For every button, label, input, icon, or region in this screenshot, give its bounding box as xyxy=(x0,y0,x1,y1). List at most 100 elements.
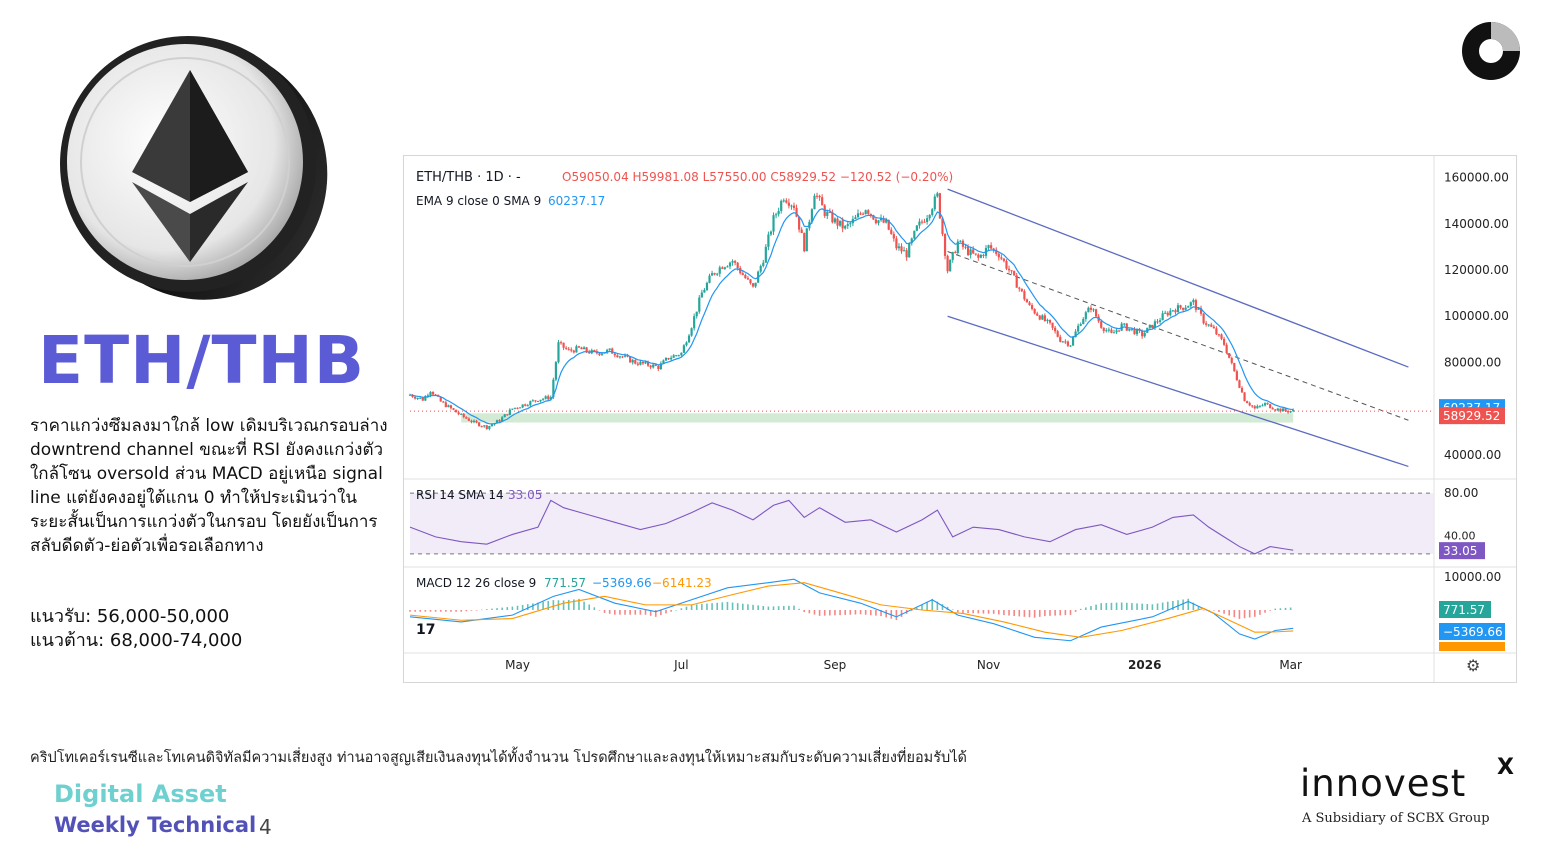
candle-body xyxy=(936,193,939,197)
candle-body xyxy=(1271,408,1274,410)
candle-body xyxy=(728,262,732,267)
candle-body xyxy=(1038,315,1041,320)
candle-body xyxy=(877,220,880,224)
macd-histogram-bar xyxy=(982,610,985,614)
candle-body xyxy=(1123,323,1126,325)
macd-histogram-bar xyxy=(987,610,990,614)
candle-body xyxy=(626,355,629,357)
candle-body xyxy=(416,397,419,399)
candle-body xyxy=(1128,328,1131,331)
macd-histogram-bar xyxy=(1120,602,1123,610)
candle-body xyxy=(565,347,568,349)
candle-body xyxy=(920,221,924,223)
candle-body xyxy=(1253,406,1256,409)
macd-histogram-bar xyxy=(1223,610,1225,614)
candle-body xyxy=(821,197,824,206)
x-tick-label: Sep xyxy=(824,658,847,672)
symbol-label: ETH/THB · 1D · - xyxy=(416,170,521,185)
macd-histogram-bar xyxy=(680,608,683,610)
macd-histogram-bar xyxy=(450,610,452,612)
candle-body xyxy=(470,420,473,423)
candle-body xyxy=(803,233,806,252)
candle-body xyxy=(1074,331,1077,338)
candle-body xyxy=(516,407,519,409)
candle-body xyxy=(449,405,453,409)
candle-body xyxy=(734,261,737,263)
candle-body xyxy=(872,214,875,220)
candle-body xyxy=(606,349,609,353)
chart-canvas[interactable]: 160000.00 140000.00 120000.00 100000.00 8000… xyxy=(404,156,1516,682)
candle-body xyxy=(421,397,424,401)
candle-body xyxy=(854,217,857,220)
macd-histogram-bar xyxy=(1284,607,1287,610)
candle-body xyxy=(723,267,726,269)
macd-histogram-bar xyxy=(706,603,708,610)
macd-histogram-bar xyxy=(624,610,626,615)
ema-legend-value: 60237.17 xyxy=(548,194,605,208)
candle-body xyxy=(480,426,483,428)
candle-body xyxy=(1002,258,1006,261)
macd-histogram-bar xyxy=(1202,610,1205,611)
candle-body xyxy=(1015,275,1018,288)
macd-histogram-bar xyxy=(1182,599,1184,610)
candle-body xyxy=(524,404,527,406)
candle-body xyxy=(918,221,921,226)
candle-body xyxy=(1202,313,1205,324)
macd-histogram-bar xyxy=(526,604,529,610)
candle-body xyxy=(813,195,816,210)
candle-body xyxy=(915,225,918,231)
macd-histogram-bar xyxy=(429,610,432,612)
y-tick-label: 120000.00 xyxy=(1444,263,1509,277)
macd-histogram-bar xyxy=(859,610,862,615)
candle-body xyxy=(644,361,647,364)
candle-body xyxy=(1010,270,1013,272)
x-tick-label: Mar xyxy=(1279,658,1302,672)
candle-body xyxy=(1243,392,1246,402)
candle-body xyxy=(1164,312,1167,314)
candle-body xyxy=(828,211,831,213)
candle-body xyxy=(562,342,565,348)
macd-histogram-bar xyxy=(460,610,462,612)
rsi-band xyxy=(410,493,1434,554)
macd-histogram-bar xyxy=(1059,610,1062,616)
macd-histogram-bar xyxy=(782,605,785,610)
candle-body xyxy=(708,275,711,283)
macd-histogram-bar xyxy=(501,607,503,610)
macd-histogram-bar xyxy=(1238,610,1241,619)
candle-body xyxy=(890,229,893,235)
candle-body xyxy=(1228,353,1231,358)
candle-body xyxy=(841,220,844,229)
candle-body xyxy=(1197,308,1200,310)
macd-histogram-bar xyxy=(1064,610,1067,616)
candle-body xyxy=(795,207,798,217)
macd-histogram-bar xyxy=(1126,602,1128,610)
macd-histogram-bar xyxy=(654,610,657,617)
candle-body xyxy=(926,218,929,222)
candle-body xyxy=(608,348,611,350)
macd-histogram-bar xyxy=(562,600,565,610)
candle-body xyxy=(1235,371,1238,381)
candle-body xyxy=(1143,332,1146,337)
candle-body xyxy=(1018,287,1021,289)
candle-body xyxy=(483,425,486,427)
macd-histogram-bar xyxy=(1074,610,1077,612)
channel-mid-line xyxy=(947,251,1409,421)
candle-body xyxy=(959,240,962,242)
candle-body xyxy=(1110,329,1113,333)
macd-histogram-bar xyxy=(409,610,411,612)
macd-histogram-bar xyxy=(1049,610,1051,616)
candle-body xyxy=(818,195,821,198)
price-chart[interactable]: 160000.00 140000.00 120000.00 100000.00 8000… xyxy=(403,155,1517,683)
candle-body xyxy=(1205,323,1208,325)
macd-histogram-bar xyxy=(701,604,703,610)
candle-body xyxy=(1094,309,1098,317)
channel-lower-line xyxy=(947,315,1409,468)
candle-body xyxy=(611,348,614,354)
macd-histogram-bar xyxy=(875,610,877,616)
macd-histogram-bar xyxy=(844,610,846,615)
candle-body xyxy=(570,349,573,351)
macd-histogram-bar xyxy=(921,604,923,610)
candle-body xyxy=(580,347,583,350)
macd-histogram-bar xyxy=(1187,598,1190,610)
y-tick-label: 80000.00 xyxy=(1444,355,1501,369)
